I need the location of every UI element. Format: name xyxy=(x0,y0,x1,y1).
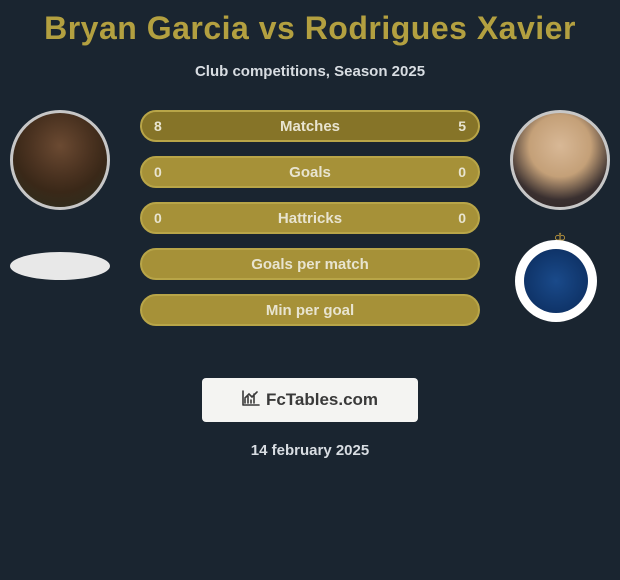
stat-value-left: 0 xyxy=(154,210,162,226)
stat-value-right: 5 xyxy=(458,118,466,134)
branding-box: FcTables.com xyxy=(202,378,418,422)
stat-label: Min per goal xyxy=(266,302,354,319)
stat-row-min-per-goal: Min per goal xyxy=(140,294,480,326)
stat-value-right: 0 xyxy=(458,210,466,226)
stat-bars: 8 Matches 5 0 Goals 0 0 Hattricks 0 Goal… xyxy=(140,110,480,340)
stat-row-goals-per-match: Goals per match xyxy=(140,248,480,280)
stat-row-matches: 8 Matches 5 xyxy=(140,110,480,142)
stat-value-left: 0 xyxy=(154,164,162,180)
stat-value-left: 8 xyxy=(154,118,162,134)
branding-text: FcTables.com xyxy=(266,390,378,410)
player-right-avatar xyxy=(510,110,610,210)
comparison-area: ♔ 8 Matches 5 0 Goals 0 0 Hattricks 0 Go… xyxy=(0,110,620,370)
club-left-placeholder-icon xyxy=(10,252,110,280)
stat-label: Goals per match xyxy=(251,256,369,273)
player-left-avatar xyxy=(10,110,110,210)
stat-label: Goals xyxy=(289,164,331,181)
chart-icon xyxy=(242,390,260,411)
stat-label: Matches xyxy=(280,118,340,135)
stat-value-right: 0 xyxy=(458,164,466,180)
subtitle: Club competitions, Season 2025 xyxy=(0,63,620,80)
stat-label: Hattricks xyxy=(278,210,342,227)
club-right-badge: ♔ xyxy=(515,240,605,330)
stat-row-goals: 0 Goals 0 xyxy=(140,156,480,188)
stat-row-hattricks: 0 Hattricks 0 xyxy=(140,202,480,234)
page-title: Bryan Garcia vs Rodrigues Xavier xyxy=(0,0,620,47)
date-text: 14 february 2025 xyxy=(0,442,620,459)
club-left-badge xyxy=(15,240,105,330)
